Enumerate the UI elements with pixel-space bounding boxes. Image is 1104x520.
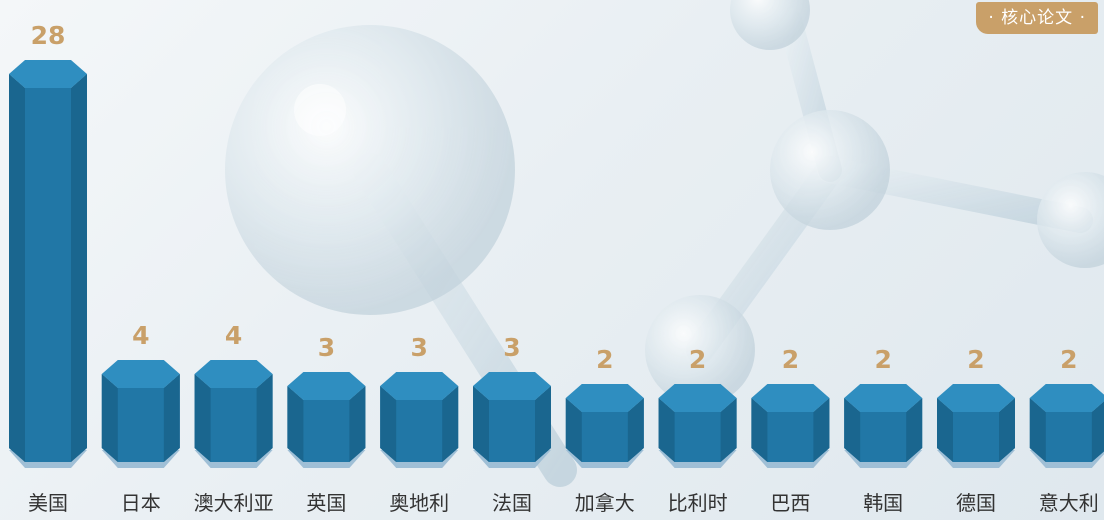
bar-6 bbox=[473, 372, 551, 468]
category-label: 法国 bbox=[492, 491, 532, 515]
section-badge: · 核心论文 · bbox=[976, 2, 1098, 34]
bar-right-facet bbox=[442, 386, 459, 462]
bar-top bbox=[937, 384, 1015, 412]
value-label: 2 bbox=[782, 345, 799, 374]
bar-9 bbox=[751, 384, 830, 468]
bar-left-facet bbox=[101, 374, 118, 462]
category-label: 英国 bbox=[306, 491, 346, 515]
bar-body bbox=[473, 386, 551, 462]
bar-right-facet bbox=[906, 398, 923, 462]
category-label: 美国 bbox=[28, 491, 68, 515]
bar-top bbox=[9, 60, 87, 88]
bar-1 bbox=[9, 60, 87, 468]
bar-10 bbox=[844, 384, 923, 468]
bar-body bbox=[1029, 398, 1104, 462]
value-label: 2 bbox=[689, 345, 706, 374]
bar-8 bbox=[658, 384, 737, 468]
bar-5 bbox=[380, 372, 459, 468]
bar-11 bbox=[937, 384, 1015, 468]
bar-left-facet bbox=[565, 398, 582, 462]
bar-top bbox=[194, 360, 273, 388]
category-label: 巴西 bbox=[770, 491, 810, 515]
bar-left-facet bbox=[1029, 398, 1046, 462]
bar-right-facet bbox=[535, 386, 551, 462]
bar-left-facet bbox=[287, 386, 304, 462]
bar-right-facet bbox=[256, 374, 273, 462]
bar-top bbox=[751, 384, 830, 412]
bar-right-facet bbox=[1091, 401, 1104, 462]
bar-3 bbox=[194, 360, 273, 468]
bar-left-facet bbox=[844, 398, 861, 462]
bar-left-facet bbox=[194, 374, 211, 462]
bar-body bbox=[9, 74, 87, 462]
bar-left-facet bbox=[380, 386, 397, 462]
bar-2 bbox=[101, 360, 180, 468]
bar-7 bbox=[565, 384, 644, 468]
category-label: 德国 bbox=[956, 491, 996, 515]
category-label: 韩国 bbox=[863, 491, 903, 515]
bar-top bbox=[1029, 384, 1104, 412]
value-label: 3 bbox=[503, 333, 520, 362]
bar-body bbox=[937, 398, 1015, 462]
molecule-model bbox=[225, 0, 1104, 487]
bar-right-facet bbox=[349, 386, 366, 462]
bar-top bbox=[473, 372, 551, 400]
bar-body bbox=[565, 398, 644, 462]
bar-body bbox=[287, 386, 366, 462]
bar-right-facet bbox=[627, 398, 644, 462]
bar-left-facet bbox=[473, 386, 489, 462]
bar-right-facet bbox=[71, 74, 87, 462]
bar-body bbox=[194, 374, 273, 462]
bar-top bbox=[287, 372, 366, 400]
bar-right-facet bbox=[813, 398, 830, 462]
category-label: 澳大利亚 bbox=[194, 491, 274, 515]
category-label: 意大利 bbox=[1039, 491, 1099, 515]
bar-body bbox=[751, 398, 830, 462]
category-label: 奥地利 bbox=[389, 491, 449, 515]
bar-left-facet bbox=[751, 398, 768, 462]
bar-top bbox=[101, 360, 180, 388]
bar-left-facet bbox=[9, 74, 25, 462]
bar-top bbox=[844, 384, 923, 412]
bar-body bbox=[658, 398, 737, 462]
value-label: 4 bbox=[225, 321, 242, 350]
value-label: 3 bbox=[318, 333, 335, 362]
bar-right-facet bbox=[163, 374, 180, 462]
bar-left-facet bbox=[658, 398, 675, 462]
bar-top bbox=[658, 384, 737, 412]
value-label: 3 bbox=[410, 333, 427, 362]
value-label: 4 bbox=[132, 321, 149, 350]
category-label: 比利时 bbox=[668, 491, 728, 515]
bar-right-facet bbox=[999, 398, 1015, 462]
category-label: 日本 bbox=[121, 491, 161, 515]
value-label: 2 bbox=[596, 345, 613, 374]
bar-body bbox=[101, 374, 180, 462]
bar-body bbox=[844, 398, 923, 462]
bar-top bbox=[380, 372, 459, 400]
bar-top bbox=[565, 384, 644, 412]
bar-body bbox=[380, 386, 459, 462]
value-label: 2 bbox=[967, 345, 984, 374]
value-label: 2 bbox=[1060, 345, 1077, 374]
bar-right-facet bbox=[720, 398, 737, 462]
category-label: 加拿大 bbox=[575, 491, 635, 515]
value-label: 2 bbox=[874, 345, 891, 374]
bar-4 bbox=[287, 372, 366, 468]
bar-left-facet bbox=[937, 398, 953, 462]
value-label: 28 bbox=[31, 21, 66, 50]
bar-12 bbox=[1029, 384, 1104, 468]
